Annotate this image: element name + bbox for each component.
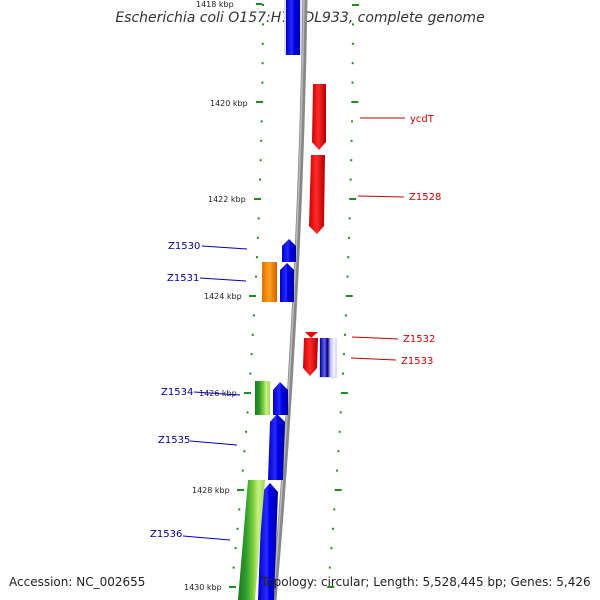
gene-block[interactable] (238, 480, 265, 600)
gene-label[interactable]: Z1531 (167, 273, 199, 284)
tick-mark (234, 547, 237, 550)
gene-arrow[interactable] (268, 414, 285, 480)
tick-mark (352, 4, 359, 6)
tick-mark (261, 23, 264, 26)
tick-mark (251, 333, 254, 336)
tick-mark (252, 314, 255, 317)
tick-mark (259, 178, 262, 181)
tick-mark (331, 527, 334, 530)
tick-mark (232, 566, 235, 569)
tick-mark (339, 411, 342, 414)
gene-arrow[interactable] (309, 155, 325, 234)
tick-mark (328, 566, 331, 569)
genome-summary-text: Topology: circular; Length: 5,528,445 bp… (261, 575, 591, 589)
tick-mark (260, 139, 263, 142)
accession-text: Accession: NC_002655 (9, 575, 146, 589)
tick-mark (238, 508, 241, 511)
tick-mark (261, 81, 264, 84)
gene-label[interactable]: Z1533 (401, 356, 433, 367)
genome-backbone (271, 0, 308, 600)
tick-mark (349, 178, 352, 181)
tick-mark (256, 236, 259, 239)
tick-mark (351, 42, 354, 45)
gene-arrow[interactable] (286, 0, 300, 55)
tick-mark (330, 547, 333, 550)
tick-mark (259, 159, 262, 162)
tick-mark (349, 198, 357, 200)
gene-arrow[interactable] (273, 382, 288, 415)
tick-mark (250, 353, 253, 356)
tick-mark (256, 256, 258, 259)
tick-mark (344, 333, 346, 336)
tick-mark (334, 489, 342, 491)
tick-mark (352, 23, 354, 26)
tick-mark (241, 469, 244, 472)
gene-label[interactable]: ycdT (410, 114, 435, 125)
gene-label[interactable]: Z1535 (158, 435, 190, 446)
scale-label: 1428 kbp (192, 486, 230, 495)
tick-mark (246, 411, 249, 414)
tick-mark (249, 372, 252, 375)
gene-label[interactable]: Z1536 (150, 529, 182, 540)
gene-block[interactable] (255, 381, 270, 415)
tick-mark (257, 217, 260, 220)
tick-mark (336, 469, 339, 472)
tick-mark (236, 527, 239, 530)
tick-mark (245, 430, 247, 433)
tick-mark (262, 4, 264, 6)
gene-label[interactable]: Z1534 (161, 387, 193, 398)
gene-arrow[interactable] (280, 263, 294, 302)
right-tick-marks (327, 4, 359, 588)
tick-mark (338, 430, 341, 433)
gene-label[interactable]: Z1532 (403, 334, 435, 345)
scale-label: 1418 kbp (196, 0, 234, 9)
scale-label: 1422 kbp (208, 195, 246, 204)
tick-mark (350, 139, 353, 142)
tick-mark (260, 120, 263, 123)
gene-arrow[interactable] (282, 239, 296, 262)
tick-mark (346, 275, 349, 278)
tick-mark (340, 392, 348, 394)
tick-mark (345, 295, 353, 297)
gene-block[interactable] (262, 262, 277, 302)
tick-mark (261, 42, 264, 45)
tick-mark (351, 120, 353, 123)
tick-mark (337, 450, 340, 453)
scale-label: 1420 kbp (210, 99, 248, 108)
gene-label[interactable]: Z1530 (168, 241, 200, 252)
gene-arrow[interactable] (312, 84, 326, 150)
tick-mark (243, 450, 246, 453)
gene-arrow[interactable] (303, 338, 318, 376)
gene-block[interactable] (320, 338, 335, 377)
scale-label: 1424 kbp (204, 292, 242, 301)
tick-mark (348, 217, 351, 220)
tick-mark (343, 353, 345, 356)
tick-mark (350, 159, 353, 162)
gene-arrow[interactable] (305, 332, 318, 338)
tick-mark (351, 81, 354, 84)
scale-label: 1430 kbp (184, 583, 222, 592)
tick-mark (255, 275, 257, 278)
tick-mark (327, 586, 335, 588)
tick-mark (342, 372, 344, 375)
tick-mark (261, 62, 264, 65)
tick-mark (333, 508, 336, 511)
tick-mark (351, 101, 359, 103)
gene-arrow[interactable] (258, 483, 278, 600)
tick-mark (347, 256, 350, 259)
tick-mark (344, 314, 347, 317)
gene-label[interactable]: Z1528 (409, 192, 441, 203)
tick-mark (351, 62, 354, 65)
tick-mark (348, 236, 350, 239)
